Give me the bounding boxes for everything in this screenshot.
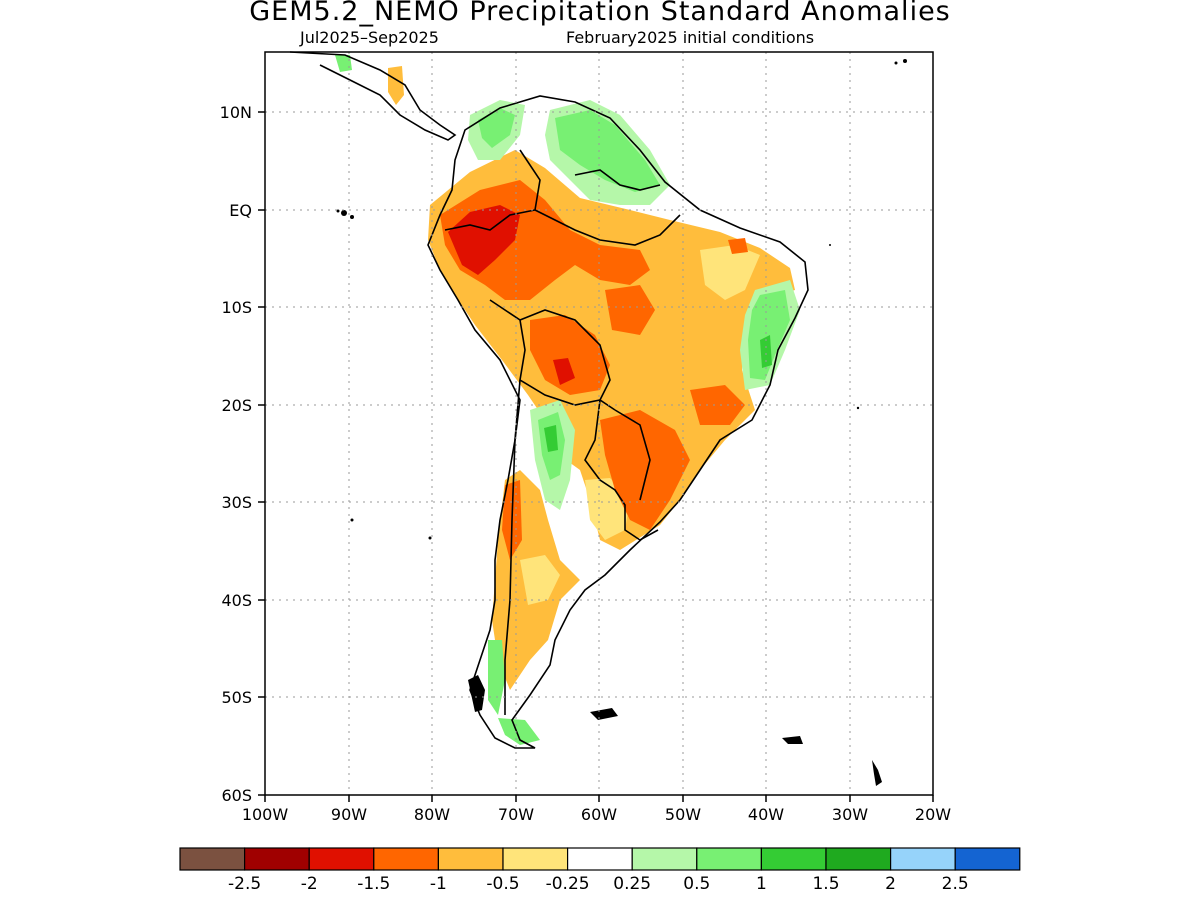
legend-label-3: -1 xyxy=(430,874,447,894)
legend-swatch-10 xyxy=(825,847,892,871)
lon-label-70w: 70W xyxy=(498,805,534,824)
islands xyxy=(336,59,907,786)
anomaly-green-central-am xyxy=(335,55,352,72)
lon-label-90w: 90W xyxy=(331,805,367,824)
legend-label-11: 2.5 xyxy=(942,874,969,894)
anomaly-green-colombia-core xyxy=(478,108,515,148)
lon-label-100w: 100W xyxy=(242,805,289,824)
anomaly-green-argentina-strong xyxy=(544,425,558,452)
legend-swatch-3 xyxy=(373,847,439,871)
lat-label-10n: 10N xyxy=(220,103,252,122)
anomaly-green-ne-brazil-core xyxy=(748,290,790,380)
legend-label-7: 0.5 xyxy=(683,874,710,894)
lat-label-eq: EQ xyxy=(229,201,252,220)
anomaly-darkorange-ne-coast xyxy=(728,238,748,254)
legend-label-5: -0.25 xyxy=(546,874,590,894)
legend-label-1: -2 xyxy=(301,874,318,894)
legend-label-0: -2.5 xyxy=(228,874,261,894)
legend-swatch-2 xyxy=(308,847,375,871)
anomaly-darkorange-se-brazil xyxy=(690,385,745,425)
legend-label-4: -0.5 xyxy=(486,874,519,894)
lon-label-40w: 40W xyxy=(748,805,784,824)
legend-swatch-5 xyxy=(502,847,569,871)
lon-label-50w: 50W xyxy=(665,805,701,824)
legend-swatch-9 xyxy=(760,847,827,871)
lat-label-50s: 50S xyxy=(221,688,252,707)
legend-swatch-11 xyxy=(889,847,956,871)
anomaly-green-guianas-core xyxy=(555,110,660,192)
axis-ticks xyxy=(258,111,934,802)
anomaly-yellow-andes xyxy=(520,555,560,605)
lon-label-30w: 30W xyxy=(832,805,868,824)
legend-label-9: 1.5 xyxy=(812,874,839,894)
legend-swatch-4 xyxy=(437,847,504,871)
legend-swatch-8 xyxy=(696,847,762,871)
lon-label-60w: 60W xyxy=(581,805,617,824)
anomaly-red-core xyxy=(448,205,520,275)
anomaly-darkorange-brazil-east xyxy=(605,285,655,335)
anomaly-green-tierra xyxy=(498,718,540,745)
legend-label-2: -1.5 xyxy=(357,874,390,894)
land-central-america xyxy=(290,52,455,140)
legend-colorbar xyxy=(179,847,1021,871)
legend-label-6: 0.25 xyxy=(613,874,651,894)
lat-label-10s: 10S xyxy=(221,298,252,317)
legend-label-10: 2 xyxy=(885,874,896,894)
legend-swatch-6 xyxy=(566,847,633,871)
legend-swatch-7 xyxy=(631,847,698,871)
subtitle-init-conditions: February2025 initial conditions xyxy=(566,28,815,47)
lat-label-40s: 40S xyxy=(221,591,252,610)
lat-label-20s: 20S xyxy=(221,396,252,415)
anomaly-orange-mexico xyxy=(388,66,404,105)
legend-label-8: 1 xyxy=(756,874,767,894)
legend-swatch-0 xyxy=(179,847,246,871)
lon-label-80w: 80W xyxy=(414,805,450,824)
lat-label-30s: 30S xyxy=(221,493,252,512)
anomaly-red-bolivia xyxy=(553,358,575,385)
legend-swatch-12 xyxy=(954,847,1021,871)
anomaly-field xyxy=(290,52,808,748)
lat-label-60s: 60S xyxy=(221,786,252,805)
anomaly-green-patagonia xyxy=(488,640,505,715)
anomaly-green-ne-brazil-strong xyxy=(760,335,772,368)
legend-swatch-1 xyxy=(244,847,310,871)
map-title: GEM5.2_NEMO Precipitation Standard Anoma… xyxy=(249,0,951,27)
subtitle-period: Jul2025–Sep2025 xyxy=(300,28,439,47)
anomaly-yellow-ne xyxy=(700,245,760,300)
lon-label-20w: 20W xyxy=(915,805,951,824)
graticule xyxy=(265,52,933,795)
